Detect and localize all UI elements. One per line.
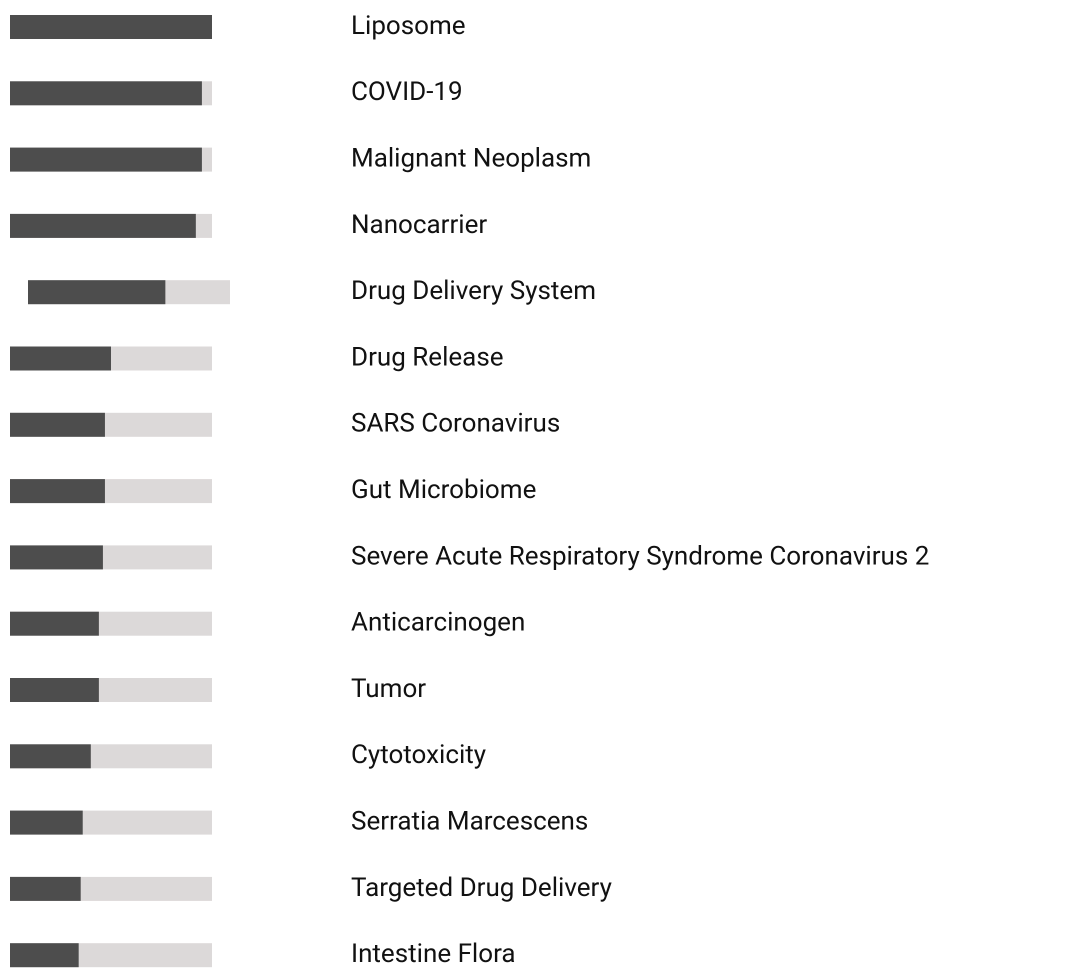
category-label: Anticarcinogen (351, 608, 525, 638)
bar (10, 810, 83, 835)
category-label: Cytotoxicity (351, 740, 486, 770)
bar (10, 611, 99, 636)
bar (10, 15, 212, 39)
bar (10, 412, 105, 437)
bar (10, 943, 79, 968)
category-label: Drug Release (351, 342, 504, 372)
bar (10, 744, 91, 769)
bar (10, 346, 111, 371)
bar (10, 147, 202, 172)
category-label: Nanocarrier (351, 210, 487, 240)
category-label: Liposome (351, 11, 466, 41)
bar (10, 81, 202, 106)
bar (10, 479, 105, 504)
category-label: SARS Coronavirus (351, 409, 560, 439)
bar (10, 678, 99, 702)
category-label: Tumor (351, 674, 426, 704)
category-label: Gut Microbiome (351, 475, 536, 505)
category-label: Intestine Flora (351, 939, 516, 969)
category-label: Targeted Drug Delivery (351, 873, 612, 903)
bar (10, 213, 196, 238)
category-label: Serratia Marcescens (351, 806, 588, 836)
category-label: Severe Acute Respiratory Syndrome Corona… (351, 541, 929, 571)
category-label: Drug Delivery System (351, 276, 596, 306)
category-label: Malignant Neoplasm (351, 143, 591, 173)
bar (10, 545, 103, 570)
bar (28, 280, 166, 305)
category-label: COVID-19 (351, 77, 463, 107)
bar (10, 876, 81, 901)
